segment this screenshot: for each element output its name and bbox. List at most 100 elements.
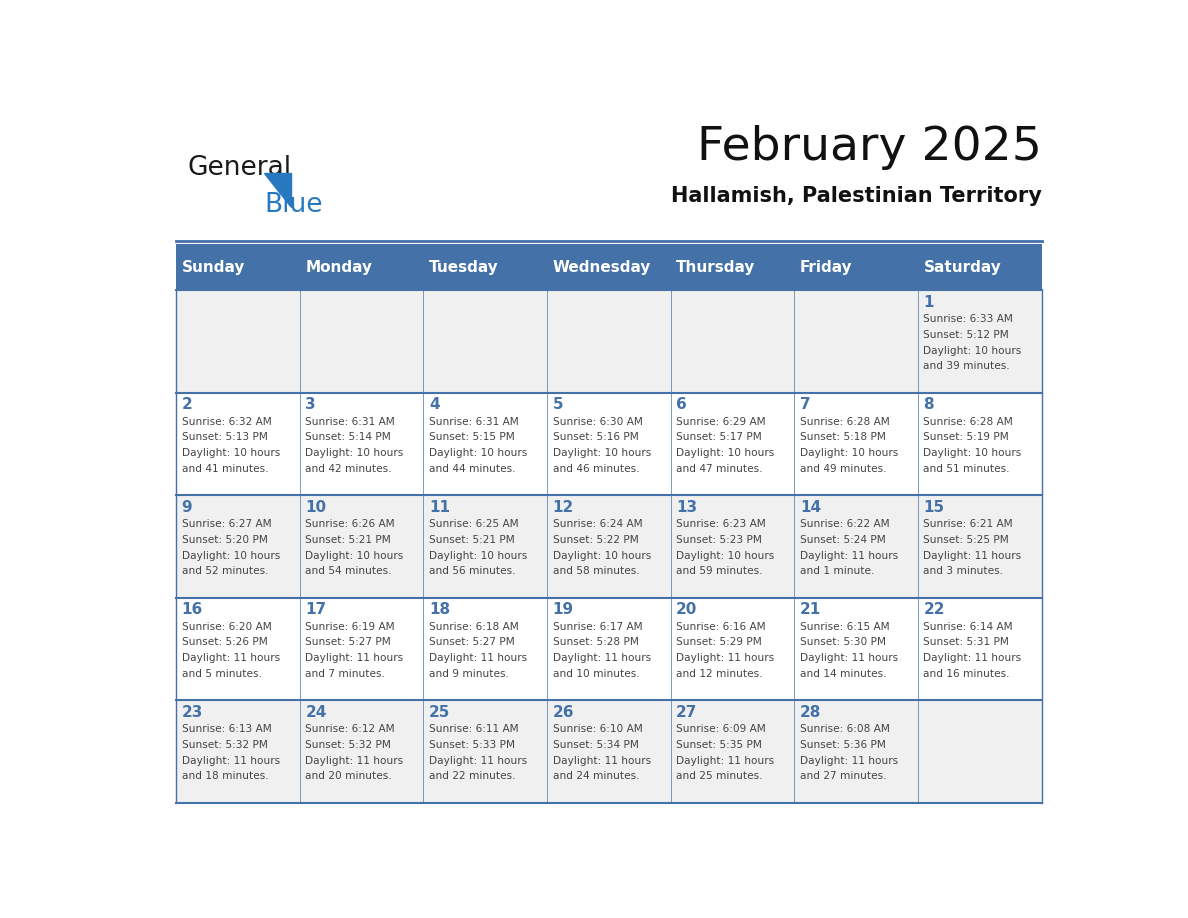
Text: Sunrise: 6:32 AM: Sunrise: 6:32 AM	[182, 417, 271, 427]
Text: Sunset: 5:28 PM: Sunset: 5:28 PM	[552, 637, 638, 647]
Text: Sunrise: 6:14 AM: Sunrise: 6:14 AM	[923, 621, 1013, 632]
Text: 22: 22	[923, 602, 944, 617]
Text: Sunrise: 6:15 AM: Sunrise: 6:15 AM	[800, 621, 890, 632]
Text: 3: 3	[305, 397, 316, 412]
Text: and 54 minutes.: and 54 minutes.	[305, 566, 392, 577]
Text: 17: 17	[305, 602, 327, 617]
Text: Sunrise: 6:09 AM: Sunrise: 6:09 AM	[676, 724, 766, 734]
Text: Daylight: 10 hours: Daylight: 10 hours	[182, 551, 280, 561]
Text: Sunrise: 6:26 AM: Sunrise: 6:26 AM	[305, 520, 394, 530]
Text: Hallamish, Palestinian Territory: Hallamish, Palestinian Territory	[671, 185, 1042, 206]
Text: Daylight: 11 hours: Daylight: 11 hours	[923, 653, 1022, 663]
Text: and 44 minutes.: and 44 minutes.	[429, 464, 516, 474]
Text: Daylight: 10 hours: Daylight: 10 hours	[676, 551, 775, 561]
Text: and 1 minute.: and 1 minute.	[800, 566, 874, 577]
Text: Daylight: 11 hours: Daylight: 11 hours	[552, 653, 651, 663]
Text: and 24 minutes.: and 24 minutes.	[552, 771, 639, 781]
Text: Sunrise: 6:29 AM: Sunrise: 6:29 AM	[676, 417, 766, 427]
Text: Daylight: 10 hours: Daylight: 10 hours	[305, 448, 404, 458]
Text: Sunrise: 6:24 AM: Sunrise: 6:24 AM	[552, 520, 643, 530]
Text: 21: 21	[800, 602, 821, 617]
Text: 19: 19	[552, 602, 574, 617]
Text: Sunset: 5:18 PM: Sunset: 5:18 PM	[800, 432, 886, 442]
Text: Sunset: 5:23 PM: Sunset: 5:23 PM	[676, 535, 762, 545]
Text: Daylight: 10 hours: Daylight: 10 hours	[552, 448, 651, 458]
Text: Daylight: 11 hours: Daylight: 11 hours	[800, 653, 898, 663]
Text: 23: 23	[182, 705, 203, 720]
Text: Sunrise: 6:16 AM: Sunrise: 6:16 AM	[676, 621, 766, 632]
Text: 14: 14	[800, 499, 821, 515]
Text: Daylight: 11 hours: Daylight: 11 hours	[429, 653, 527, 663]
Text: and 49 minutes.: and 49 minutes.	[800, 464, 886, 474]
Text: 20: 20	[676, 602, 697, 617]
Text: Sunrise: 6:12 AM: Sunrise: 6:12 AM	[305, 724, 394, 734]
Text: Saturday: Saturday	[923, 260, 1001, 274]
Text: 9: 9	[182, 499, 192, 515]
Text: Sunrise: 6:18 AM: Sunrise: 6:18 AM	[429, 621, 519, 632]
Text: Sunrise: 6:31 AM: Sunrise: 6:31 AM	[429, 417, 519, 427]
Text: and 25 minutes.: and 25 minutes.	[676, 771, 763, 781]
Text: Sunday: Sunday	[182, 260, 245, 274]
Text: Sunset: 5:27 PM: Sunset: 5:27 PM	[429, 637, 514, 647]
Text: Sunrise: 6:13 AM: Sunrise: 6:13 AM	[182, 724, 271, 734]
Text: 10: 10	[305, 499, 327, 515]
Text: and 18 minutes.: and 18 minutes.	[182, 771, 268, 781]
Text: 15: 15	[923, 499, 944, 515]
Text: 6: 6	[676, 397, 687, 412]
Text: Sunset: 5:30 PM: Sunset: 5:30 PM	[800, 637, 886, 647]
Text: and 41 minutes.: and 41 minutes.	[182, 464, 268, 474]
Text: 8: 8	[923, 397, 934, 412]
Text: Sunrise: 6:10 AM: Sunrise: 6:10 AM	[552, 724, 643, 734]
Text: and 9 minutes.: and 9 minutes.	[429, 668, 508, 678]
Text: 11: 11	[429, 499, 450, 515]
Text: 2: 2	[182, 397, 192, 412]
Bar	[176, 244, 299, 290]
Text: Daylight: 10 hours: Daylight: 10 hours	[305, 551, 404, 561]
Text: Daylight: 11 hours: Daylight: 11 hours	[182, 756, 279, 766]
Text: Daylight: 11 hours: Daylight: 11 hours	[429, 756, 527, 766]
Text: Sunset: 5:32 PM: Sunset: 5:32 PM	[182, 740, 267, 750]
Text: Sunrise: 6:23 AM: Sunrise: 6:23 AM	[676, 520, 766, 530]
Text: Sunrise: 6:28 AM: Sunrise: 6:28 AM	[923, 417, 1013, 427]
Polygon shape	[264, 174, 291, 207]
Text: Sunset: 5:17 PM: Sunset: 5:17 PM	[676, 432, 762, 442]
Text: General: General	[188, 155, 291, 181]
Text: Sunset: 5:22 PM: Sunset: 5:22 PM	[552, 535, 638, 545]
Text: and 56 minutes.: and 56 minutes.	[429, 566, 516, 577]
Text: Tuesday: Tuesday	[429, 260, 499, 274]
Text: Daylight: 10 hours: Daylight: 10 hours	[676, 448, 775, 458]
Text: Sunrise: 6:17 AM: Sunrise: 6:17 AM	[552, 621, 643, 632]
Text: 16: 16	[182, 602, 203, 617]
Text: 28: 28	[800, 705, 821, 720]
Text: Sunrise: 6:19 AM: Sunrise: 6:19 AM	[305, 621, 394, 632]
Text: 12: 12	[552, 499, 574, 515]
Text: Sunset: 5:16 PM: Sunset: 5:16 PM	[552, 432, 638, 442]
Bar	[671, 244, 795, 290]
Text: Daylight: 11 hours: Daylight: 11 hours	[923, 551, 1022, 561]
Bar	[299, 244, 423, 290]
Text: Daylight: 11 hours: Daylight: 11 hours	[305, 756, 404, 766]
Text: February 2025: February 2025	[696, 125, 1042, 170]
Text: and 39 minutes.: and 39 minutes.	[923, 361, 1010, 371]
Text: Sunset: 5:33 PM: Sunset: 5:33 PM	[429, 740, 514, 750]
Bar	[918, 244, 1042, 290]
Text: Sunset: 5:36 PM: Sunset: 5:36 PM	[800, 740, 886, 750]
Text: Daylight: 10 hours: Daylight: 10 hours	[429, 551, 527, 561]
Text: Sunrise: 6:28 AM: Sunrise: 6:28 AM	[800, 417, 890, 427]
Bar	[176, 598, 1042, 700]
Text: and 5 minutes.: and 5 minutes.	[182, 668, 261, 678]
Text: and 46 minutes.: and 46 minutes.	[552, 464, 639, 474]
Text: Sunrise: 6:21 AM: Sunrise: 6:21 AM	[923, 520, 1013, 530]
Text: Sunset: 5:20 PM: Sunset: 5:20 PM	[182, 535, 267, 545]
Text: Sunset: 5:15 PM: Sunset: 5:15 PM	[429, 432, 514, 442]
Bar	[423, 244, 546, 290]
Bar	[176, 496, 1042, 598]
Text: 13: 13	[676, 499, 697, 515]
Text: Sunset: 5:19 PM: Sunset: 5:19 PM	[923, 432, 1010, 442]
Text: Sunrise: 6:27 AM: Sunrise: 6:27 AM	[182, 520, 271, 530]
Bar	[546, 244, 671, 290]
Text: Daylight: 11 hours: Daylight: 11 hours	[800, 756, 898, 766]
Text: Daylight: 10 hours: Daylight: 10 hours	[923, 448, 1022, 458]
Text: and 7 minutes.: and 7 minutes.	[305, 668, 385, 678]
Text: Thursday: Thursday	[676, 260, 756, 274]
